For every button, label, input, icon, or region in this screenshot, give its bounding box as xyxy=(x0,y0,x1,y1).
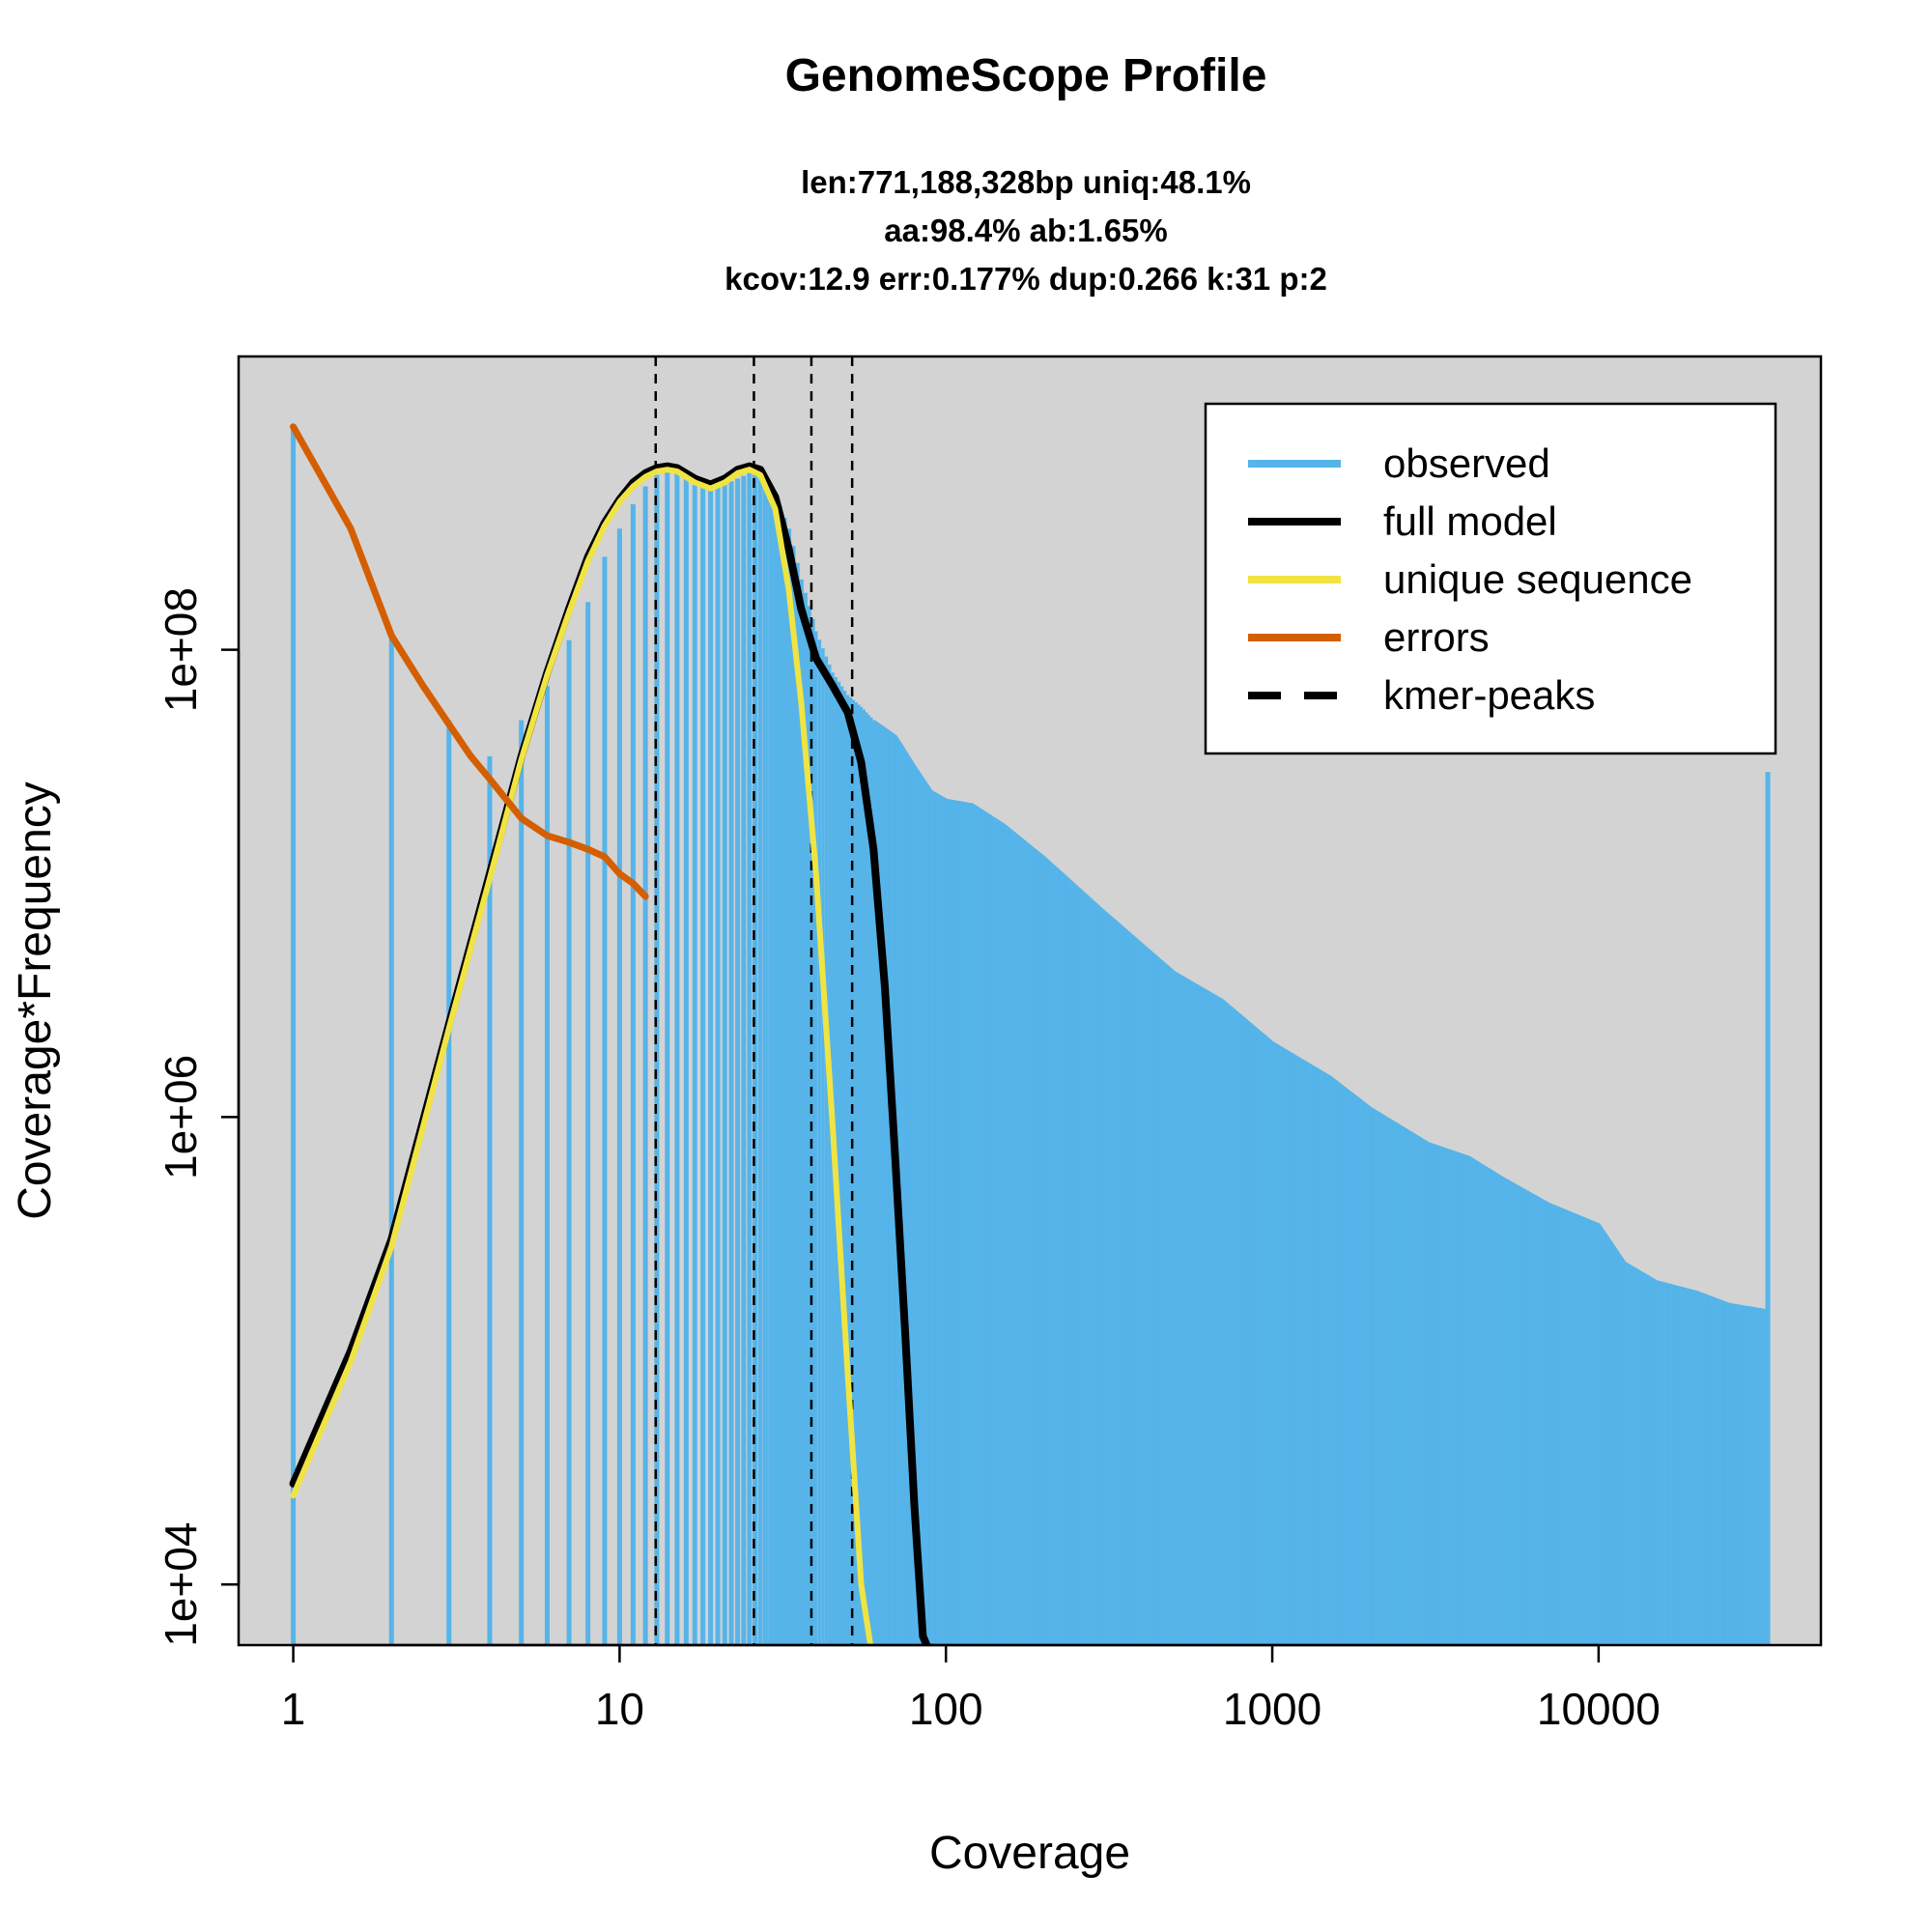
legend-label-observed: observed xyxy=(1383,440,1550,486)
y-tick-label: 1e+08 xyxy=(156,587,206,712)
unique-sequence-curve xyxy=(290,467,874,1645)
kmer-peak-lines xyxy=(654,356,854,1645)
observed-bars xyxy=(291,426,1771,1645)
legend-label-unique-sequence: unique sequence xyxy=(1383,556,1692,602)
model-curves xyxy=(289,423,931,1645)
chart-title: GenomeScope Profile xyxy=(785,50,1267,101)
x-tick-label: 100 xyxy=(909,1684,983,1734)
x-axis: 1 10 100 1000 10000 xyxy=(281,1643,1661,1734)
y-tick-label: 1e+06 xyxy=(156,1055,206,1179)
chart-subtitle-line-1: len:771,188,328bp uniq:48.1% xyxy=(801,164,1251,200)
x-tick-label: 1 xyxy=(281,1684,306,1734)
y-axis-label: Coverage*Frequency xyxy=(10,781,61,1220)
y-axis: 1e+04 1e+06 1e+08 xyxy=(156,587,241,1647)
y-tick-label: 1e+04 xyxy=(156,1522,206,1647)
errors-curve xyxy=(290,423,649,900)
x-tick-label: 10 xyxy=(595,1684,644,1734)
legend-label-full-model: full model xyxy=(1383,498,1557,544)
chart-subtitle-line-2: aa:98.4% ab:1.65% xyxy=(884,213,1168,248)
legend: observed full model unique sequence erro… xyxy=(1204,402,1777,755)
chart-subtitle-line-3: kcov:12.9 err:0.177% dup:0.266 k:31 p:2 xyxy=(724,261,1327,297)
legend-label-errors: errors xyxy=(1383,614,1490,660)
x-tick-label: 1000 xyxy=(1223,1684,1321,1734)
x-axis-label: Coverage xyxy=(929,1828,1130,1879)
x-tick-label: 10000 xyxy=(1537,1684,1661,1734)
legend-label-kmer-peaks: kmer-peaks xyxy=(1383,672,1595,718)
